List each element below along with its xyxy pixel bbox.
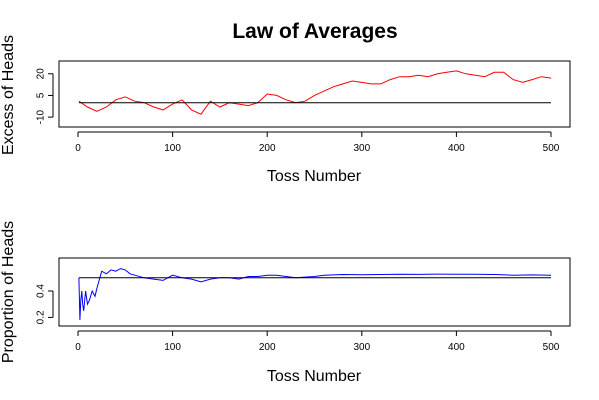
series-line	[78, 70, 552, 115]
x-axis-label: Toss Number	[267, 168, 362, 185]
x-tick-label: 0	[75, 143, 81, 154]
y-tick-label: 0.2	[36, 310, 47, 324]
y-tick-label: -10	[36, 109, 47, 124]
x-tick-label: 100	[164, 342, 181, 353]
x-tick-label: 0	[75, 342, 81, 353]
panel-excess-of-heads: 0 100 200 300 400 500 -10 5 20 Toss Number Exce…	[0, 35, 571, 185]
x-tick-label: 300	[353, 342, 370, 353]
y-axis: -10 5 20	[36, 68, 54, 124]
y-tick-label: 5	[36, 92, 47, 98]
plot-area	[78, 70, 552, 115]
x-tick-label: 300	[353, 143, 370, 154]
x-tick-label: 500	[543, 143, 560, 154]
plot-frame	[58, 257, 571, 327]
y-tick-label: 20	[36, 68, 47, 80]
panel-proportion-of-heads: 0 100 200 300 400 500 0.2 0.4 Toss Number Prop…	[0, 221, 571, 385]
x-tick-label: 100	[164, 143, 181, 154]
y-axis-label: Excess of Heads	[0, 35, 17, 155]
x-tick-label: 200	[259, 143, 276, 154]
x-axis-label: Toss Number	[267, 368, 362, 385]
x-axis: 0 100 200 300 400 500	[75, 330, 560, 353]
x-axis: 0 100 200 300 400 500	[75, 131, 560, 154]
y-axis-label: Proportion of Heads	[0, 221, 17, 363]
x-tick-label: 500	[543, 342, 560, 353]
plot-frame	[58, 60, 571, 128]
x-tick-label: 400	[448, 143, 465, 154]
plot-area	[78, 268, 552, 321]
y-axis: 0.2 0.4	[36, 284, 54, 324]
x-tick-label: 200	[259, 342, 276, 353]
x-tick-label: 400	[448, 342, 465, 353]
series-line	[78, 268, 552, 321]
chart-title: Law of Averages	[232, 20, 397, 43]
y-tick-label: 0.4	[36, 284, 47, 298]
